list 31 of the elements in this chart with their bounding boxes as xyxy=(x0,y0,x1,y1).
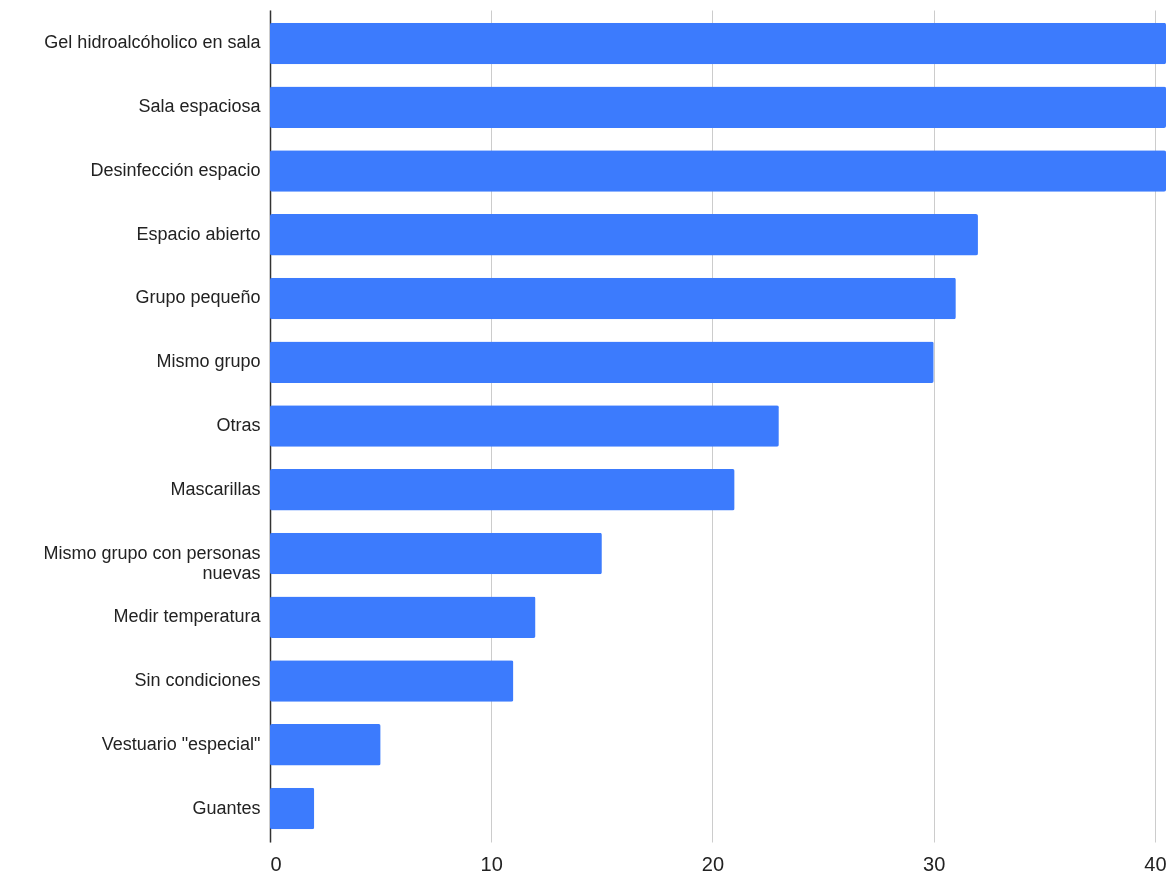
bar xyxy=(270,22,1166,65)
y-tick-label: Grupo pequeño xyxy=(135,287,261,308)
bar xyxy=(270,787,315,830)
y-tick-label: Mismo grupo con personas nuevas xyxy=(43,542,261,583)
bar xyxy=(270,277,956,320)
y-tick-label: Guantes xyxy=(192,797,261,818)
y-tick-label: Mascarillas xyxy=(170,478,261,499)
y-tick-label: Desinfección espacio xyxy=(90,159,261,180)
x-tick-label: 20 xyxy=(701,852,725,875)
bar xyxy=(270,532,602,575)
bar xyxy=(270,150,1166,192)
y-tick-label: Vestuario "especial" xyxy=(101,733,261,754)
bar xyxy=(270,596,536,638)
y-tick-label: Sin condiciones xyxy=(134,670,261,691)
bar xyxy=(270,86,1166,128)
x-tick-label: 40 xyxy=(1144,852,1166,875)
bar xyxy=(270,405,779,447)
bar xyxy=(270,214,978,256)
y-tick-label: Medir temperatura xyxy=(113,606,262,627)
y-tick-label: Sala espaciosa xyxy=(138,96,262,117)
x-tick-label: 30 xyxy=(923,852,946,875)
bar xyxy=(270,469,735,511)
bar xyxy=(270,724,381,766)
y-tick-label: Espacio abierto xyxy=(136,223,261,244)
bar xyxy=(270,341,934,383)
y-tick-label: Gel hidroalcóholico en sala xyxy=(44,32,262,53)
y-tick-label: Mismo grupo xyxy=(156,351,261,372)
y-tick-label: Otras xyxy=(216,415,261,435)
x-tick-label: 0 xyxy=(270,852,282,875)
x-tick-label: 10 xyxy=(480,852,503,875)
bar xyxy=(270,660,514,702)
